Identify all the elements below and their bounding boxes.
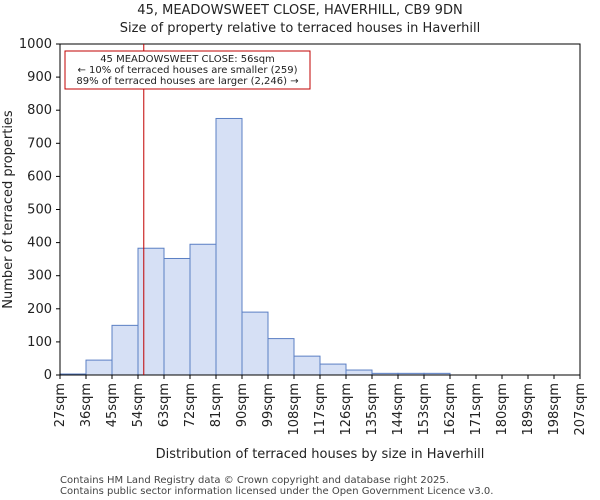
x-tick-label: 171sqm [469, 383, 484, 436]
y-tick-label: 600 [27, 169, 52, 184]
bar-99sqm [267, 338, 295, 376]
y-axis-title: Number of terraced properties [1, 110, 16, 309]
x-tick-label: 27sqm [53, 383, 68, 427]
x-tick-label: 198sqm [547, 383, 562, 436]
x-tick-label: 90sqm [235, 383, 250, 427]
y-tick-label: 200 [27, 302, 52, 317]
y-tick-label: 300 [27, 269, 52, 284]
annotation-box: 45 MEADOWSWEET CLOSE: 56sqm ← 10% of ter… [64, 50, 311, 90]
bar-81sqm [215, 117, 243, 376]
annotation-line-1: 45 MEADOWSWEET CLOSE: 56sqm [100, 54, 275, 65]
y-tick-label: 700 [27, 136, 52, 151]
x-tick-label: 162sqm [443, 383, 458, 436]
x-tick-label: 81sqm [209, 383, 224, 427]
annotation-line-2: ← 10% of terraced houses are smaller (25… [77, 65, 297, 76]
annotation-frame [64, 50, 311, 90]
x-tick-label: 54sqm [131, 383, 146, 427]
y-ticks-group: 0 100 200 300 400 500 600 700 800 900 1000 [19, 37, 60, 383]
x-tick-label: 207sqm [573, 383, 588, 436]
footer-line-1: Contains HM Land Registry data © Crown c… [60, 475, 449, 486]
x-tick-label: 72sqm [183, 383, 198, 427]
x-tick-label: 99sqm [261, 383, 276, 427]
bar-90sqm [241, 311, 269, 376]
x-tick-label: 36sqm [79, 383, 94, 427]
bars-group [59, 117, 451, 376]
y-tick-label: 100 [27, 335, 52, 350]
y-tick-label: 1000 [19, 37, 52, 52]
x-tick-label: 189sqm [521, 383, 536, 436]
annotation-line-3: 89% of terraced houses are larger (2,246… [76, 76, 298, 87]
bar-54sqm [137, 247, 165, 376]
bar-117sqm [319, 363, 347, 376]
footer-line-2: Contains public sector information licen… [60, 486, 493, 497]
y-tick-label: 900 [27, 70, 52, 85]
x-ticks-group: 27sqm 36sqm 45sqm 54sqm 63sqm 72sqm 81sqm 90sqm… [53, 375, 588, 436]
bar-63sqm [163, 257, 191, 376]
y-tick-label: 0 [44, 368, 52, 383]
x-tick-label: 117sqm [313, 383, 328, 436]
bar-36sqm [85, 359, 113, 376]
x-tick-label: 135sqm [365, 383, 380, 436]
x-tick-label: 180sqm [495, 383, 510, 436]
y-tick-label: 400 [27, 236, 52, 251]
chart-title: 45, MEADOWSWEET CLOSE, HAVERHILL, CB9 9D… [137, 3, 462, 18]
bar-72sqm [189, 243, 217, 376]
x-tick-label: 108sqm [287, 383, 302, 436]
bar-126sqm [345, 369, 373, 376]
x-tick-label: 153sqm [417, 383, 432, 436]
x-tick-label: 126sqm [339, 383, 354, 436]
x-tick-label: 63sqm [157, 383, 172, 427]
y-tick-label: 500 [27, 203, 52, 218]
x-tick-label: 144sqm [391, 383, 406, 436]
chart-subtitle: Size of property relative to terraced ho… [120, 21, 480, 36]
y-tick-label: 800 [27, 103, 52, 118]
bar-108sqm [293, 355, 321, 376]
x-axis-title: Distribution of terraced houses by size … [156, 447, 485, 462]
bar-45sqm [111, 324, 139, 376]
plot-frame [59, 43, 581, 376]
x-tick-label: 45sqm [105, 383, 120, 427]
